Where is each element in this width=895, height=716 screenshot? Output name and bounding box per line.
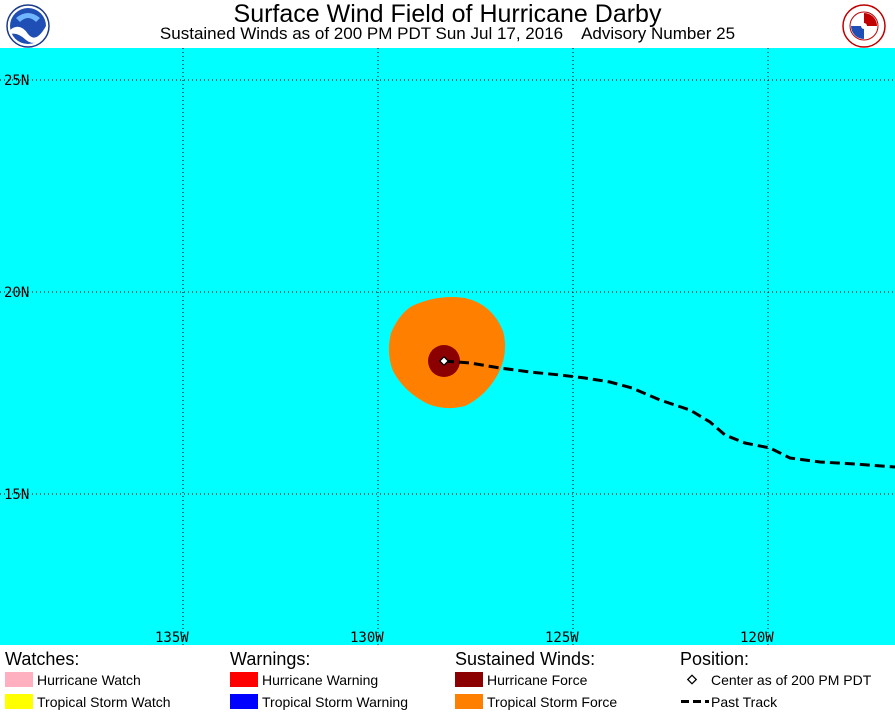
hurricane-force-label: Hurricane Force	[487, 672, 588, 688]
legend-warnings-heading: Warnings:	[230, 649, 311, 669]
noaa-logo-icon	[6, 4, 50, 48]
tropical-storm-warning-label: Tropical Storm Warning	[262, 694, 409, 710]
wind-field-map: 25N 20N 15N 135W 130W 125W 120W	[0, 48, 895, 645]
tropical-storm-watch-label: Tropical Storm Watch	[37, 694, 171, 710]
center-marker-icon	[686, 674, 698, 685]
hurricane-warning-swatch	[230, 672, 258, 687]
past-track-icon	[681, 700, 709, 703]
legend-watches-heading: Watches:	[5, 649, 80, 669]
nws-logo-icon	[842, 4, 886, 48]
hurricane-watch-swatch	[5, 672, 33, 687]
tropical-storm-warning-swatch	[230, 694, 258, 709]
legend: Watches: Hurricane Watch Tropical Storm …	[0, 645, 895, 716]
lon-label-135w: 135W	[155, 630, 189, 645]
lat-label-15n: 15N	[4, 487, 29, 503]
storm-center-marker	[438, 355, 450, 367]
hurricane-force-swatch	[455, 672, 483, 687]
past-track-label: Past Track	[711, 694, 778, 710]
legend-position-heading: Position:	[680, 649, 750, 669]
lon-label-125w: 125W	[545, 630, 579, 645]
lat-label-25n: 25N	[4, 73, 29, 89]
hurricane-watch-label: Hurricane Watch	[37, 672, 141, 688]
tropical-storm-watch-swatch	[5, 694, 33, 709]
legend-winds-heading: Sustained Winds:	[455, 649, 596, 669]
header: Surface Wind Field of Hurricane Darby Su…	[0, 0, 895, 48]
hurricane-warning-label: Hurricane Warning	[262, 672, 379, 688]
lon-label-130w: 130W	[350, 630, 384, 645]
lon-label-120w: 120W	[740, 630, 774, 645]
center-position-label: Center as of 200 PM PDT	[711, 672, 872, 688]
page-subtitle: Sustained Winds as of 200 PM PDT Sun Jul…	[159, 24, 736, 43]
lat-label-20n: 20N	[4, 285, 29, 301]
tropical-storm-force-swatch	[455, 694, 483, 709]
page-title: Surface Wind Field of Hurricane Darby	[233, 0, 662, 28]
past-track-line	[443, 359, 895, 469]
tropical-storm-force-label: Tropical Storm Force	[487, 694, 618, 710]
